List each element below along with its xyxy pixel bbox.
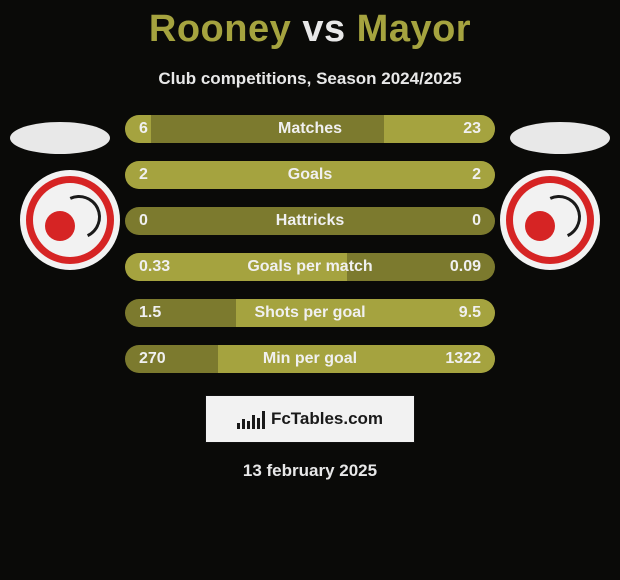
- bar-icon-segment: [247, 421, 250, 429]
- bar-icon-segment: [252, 415, 255, 429]
- stat-value-left: 1.5: [139, 304, 161, 322]
- bar-icon-segment: [262, 411, 265, 429]
- stat-label: Goals: [288, 166, 332, 184]
- chart-bars-icon: [237, 409, 265, 429]
- fctables-text: FcTables.com: [271, 409, 383, 429]
- vs-text: vs: [302, 8, 345, 50]
- player-left-name: Rooney: [149, 8, 291, 50]
- stat-row: 0.33 Goals per match 0.09: [125, 253, 495, 281]
- stat-label: Shots per goal: [254, 304, 365, 322]
- stat-value-left: 0.33: [139, 258, 170, 276]
- club-badge-right: T F C F: [500, 170, 600, 270]
- subtitle: Club competitions, Season 2024/2025: [0, 69, 620, 89]
- stat-label: Hattricks: [276, 212, 344, 230]
- stat-row: 1.5 Shots per goal 9.5: [125, 299, 495, 327]
- stat-row: 6 Matches 23: [125, 115, 495, 143]
- badge-inner: [33, 183, 107, 257]
- stats-table: 6 Matches 23 2 Goals 2 0 Hattricks 0 0.33 Goals pe…: [125, 115, 495, 373]
- fctables-watermark: FcTables.com: [205, 395, 415, 443]
- stat-row: 270 Min per goal 1322: [125, 345, 495, 373]
- stat-value-left: 6: [139, 120, 148, 138]
- stat-value-right: 1322: [445, 350, 481, 368]
- date-text: 13 february 2025: [0, 461, 620, 481]
- stat-row: 2 Goals 2: [125, 161, 495, 189]
- club-badge-left: T F C F: [20, 170, 120, 270]
- stat-value-right: 9.5: [459, 304, 481, 322]
- stat-label: Goals per match: [247, 258, 372, 276]
- bar-icon-segment: [242, 419, 245, 429]
- player-left-placeholder: [10, 122, 110, 154]
- stat-label: Matches: [278, 120, 342, 138]
- bar-icon-segment: [257, 418, 260, 429]
- stat-fill-left: [125, 161, 310, 189]
- badge-inner: [513, 183, 587, 257]
- player-right-name: Mayor: [357, 8, 471, 50]
- comparison-title: Rooney vs Mayor: [0, 0, 620, 51]
- stat-value-left: 0: [139, 212, 148, 230]
- stat-value-right: 0: [472, 212, 481, 230]
- stat-value-right: 23: [463, 120, 481, 138]
- player-right-placeholder: [510, 122, 610, 154]
- stat-value-right: 2: [472, 166, 481, 184]
- stat-value-right: 0.09: [450, 258, 481, 276]
- bar-icon-segment: [237, 423, 240, 429]
- stat-fill-right: [310, 161, 495, 189]
- stat-value-left: 270: [139, 350, 166, 368]
- stat-label: Min per goal: [263, 350, 357, 368]
- stat-row: 0 Hattricks 0: [125, 207, 495, 235]
- stat-value-left: 2: [139, 166, 148, 184]
